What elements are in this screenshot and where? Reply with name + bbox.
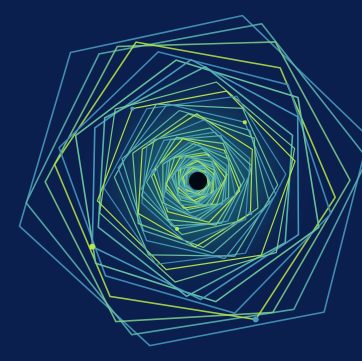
hexagon-ring <box>177 159 215 203</box>
hexagon-ring <box>113 103 279 257</box>
hexagon-ring <box>179 166 213 197</box>
hexagon-ring <box>103 95 287 265</box>
hexagon-ring <box>140 131 251 230</box>
vertex-dot <box>248 211 253 216</box>
hexagon-ring <box>74 59 320 303</box>
vertex-dot <box>252 316 259 323</box>
hexagon-ring <box>172 157 221 205</box>
hexagon-ring <box>182 167 210 194</box>
hexagon-ring <box>185 168 207 194</box>
hexagon-ring <box>181 167 211 196</box>
hexagon-ring <box>99 81 296 283</box>
hexagon-ring <box>132 113 259 248</box>
hexagon-ring <box>117 103 277 260</box>
hexagon-ring <box>145 135 245 227</box>
hexagon-ring <box>181 166 211 196</box>
hexagon-ring <box>164 152 228 211</box>
hexagon-ring <box>168 156 223 206</box>
hexagon-ring <box>165 147 227 214</box>
vertex-dot <box>242 120 247 125</box>
hexagon-ring <box>165 153 227 209</box>
hexagon-ring <box>58 51 332 315</box>
vertex-dot <box>130 106 135 111</box>
hexagon-ring <box>151 136 242 226</box>
hexagon-ring <box>44 41 351 323</box>
hexagon-ring <box>177 163 214 199</box>
hexagon-ring <box>141 127 253 236</box>
center-hole <box>189 172 207 190</box>
hexagon-ring <box>174 159 218 203</box>
hexagon-ring <box>97 65 294 298</box>
hexagon-ring <box>184 168 208 194</box>
hexagon-rings <box>18 14 362 347</box>
hexagon-ring <box>141 119 251 244</box>
hexagon-ring <box>25 22 362 336</box>
vertex-dot <box>89 243 96 250</box>
vertex-dot <box>151 169 156 174</box>
hexagon-ring <box>155 141 236 220</box>
hexagon-ring <box>91 58 300 301</box>
hexagon-ring <box>121 109 271 254</box>
hexagon-ring <box>18 14 362 347</box>
hexagon-ring <box>178 165 214 198</box>
hexagon-ring <box>178 160 214 202</box>
vertex-dot <box>175 226 179 231</box>
hexagon-ring <box>171 155 222 207</box>
vertex-nodes <box>89 106 259 323</box>
hexagon-ring <box>163 143 228 219</box>
hexagon-ring <box>162 142 230 220</box>
